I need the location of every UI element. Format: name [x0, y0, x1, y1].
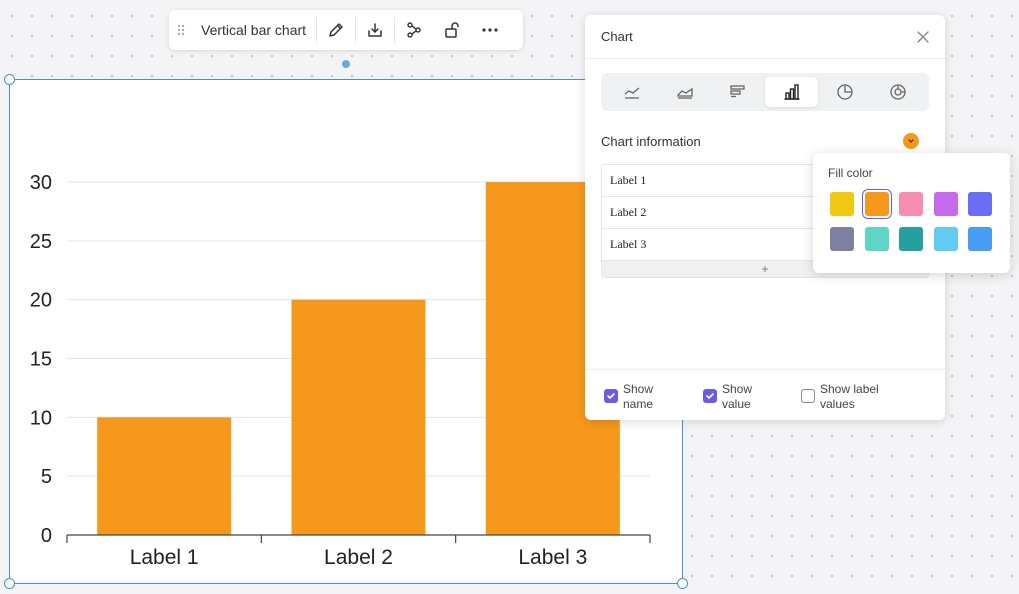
color-swatch[interactable] [830, 192, 854, 216]
y-tick-label: 0 [41, 525, 52, 547]
row-label[interactable]: Label 3 [610, 237, 647, 251]
chart-type-area[interactable] [658, 77, 711, 107]
show-name-label: Show name [623, 382, 654, 411]
row-label[interactable]: Label 2 [610, 205, 647, 219]
x-tick-label: Label 3 [518, 546, 587, 569]
resize-handle-top-left[interactable] [4, 74, 15, 85]
y-tick-label: 10 [30, 407, 52, 429]
chevron-down-icon [908, 139, 914, 143]
vertical-bar-chart-icon [784, 84, 800, 100]
color-swatch[interactable] [933, 192, 958, 216]
more-button[interactable] [471, 10, 509, 50]
toolbar-divider [394, 17, 396, 43]
fill-color-title: Fill color [828, 166, 873, 180]
rotate-handle[interactable] [342, 60, 350, 68]
chart-options: Show name Show value Show label values [585, 369, 945, 420]
show-value-checkbox[interactable] [703, 389, 717, 403]
table-row[interactable]: Label 2 [602, 197, 928, 229]
chart-information-row: Chart information [601, 131, 919, 151]
bar-1[interactable] [97, 417, 232, 535]
x-tick-label: Label 2 [324, 546, 393, 569]
chart-type-line[interactable] [605, 77, 658, 107]
resize-handle-bottom-left[interactable] [4, 578, 15, 589]
connect-button[interactable] [395, 10, 433, 50]
close-button[interactable] [913, 27, 933, 47]
color-swatch[interactable] [864, 227, 889, 251]
download-button[interactable] [356, 10, 394, 50]
lock-button[interactable] [433, 10, 471, 50]
download-icon [368, 23, 382, 37]
table-row[interactable]: Label 3 [602, 229, 928, 261]
show-label-values-checkbox[interactable] [801, 389, 815, 403]
color-swatch[interactable] [861, 189, 892, 219]
panel-title: Chart [601, 29, 633, 44]
area-chart-icon [677, 87, 693, 99]
y-tick-label: 5 [41, 466, 52, 488]
chart-toolbar: Vertical bar chart [169, 10, 523, 50]
y-tick-label: 30 [30, 172, 52, 194]
pencil-icon [329, 23, 343, 37]
bar-2[interactable] [291, 299, 426, 535]
edit-button[interactable] [317, 10, 355, 50]
color-swatch[interactable] [830, 227, 854, 251]
y-tick-label: 25 [30, 231, 52, 253]
resize-handle-bottom-right[interactable] [677, 578, 688, 589]
chart-type-vertical-bar[interactable] [764, 77, 819, 107]
color-swatch[interactable] [968, 227, 992, 251]
chart-type-title[interactable]: Vertical bar chart [201, 22, 307, 38]
toolbar-divider [316, 17, 318, 43]
close-icon [917, 30, 929, 43]
chart-type-horizontal-bar[interactable] [712, 77, 765, 107]
row-label[interactable]: Label 1 [610, 173, 647, 187]
show-label-values-label: Show label values [820, 382, 879, 411]
chart-selection[interactable]: 0 5 10 15 20 25 30 Label 1 Label 2 Label 3 [4, 74, 688, 589]
color-picker-toggle[interactable] [903, 133, 919, 149]
chart-type-selector [601, 73, 929, 111]
toolbar-divider [355, 17, 357, 43]
color-swatch[interactable] [899, 192, 923, 216]
horizontal-bar-chart-icon [730, 85, 745, 98]
x-tick-label: Label 1 [130, 546, 199, 569]
color-swatch[interactable] [968, 192, 992, 216]
chart-type-pie[interactable] [818, 77, 871, 107]
fill-color-popover: Fill color [813, 153, 1010, 273]
connect-icon [407, 22, 421, 38]
check-icon [607, 393, 615, 399]
donut-chart-icon [890, 84, 906, 100]
show-name-checkbox[interactable] [604, 389, 618, 403]
show-label-values-option[interactable]: Show label values [801, 382, 900, 412]
show-value-option[interactable]: Show value [703, 382, 774, 412]
color-swatch[interactable] [933, 227, 958, 251]
chart-information-label: Chart information [601, 133, 701, 149]
table-row[interactable]: Label 1 [602, 165, 928, 197]
show-value-label: Show value [722, 382, 753, 411]
check-icon [706, 393, 714, 399]
color-swatch[interactable] [899, 227, 923, 251]
panel-header: Chart [585, 15, 945, 59]
y-tick-label: 20 [30, 290, 52, 312]
y-tick-label: 15 [30, 349, 52, 371]
pie-chart-icon [837, 84, 853, 100]
drag-handle-icon[interactable] [169, 10, 193, 50]
unlock-icon [445, 22, 459, 38]
line-chart-icon [624, 87, 640, 99]
chart-type-donut[interactable] [872, 77, 925, 107]
show-name-option[interactable]: Show name [604, 382, 675, 412]
more-icon [482, 28, 498, 32]
bar-chart: 0 5 10 15 20 25 30 Label 1 Label 2 Label 3 [30, 172, 651, 569]
